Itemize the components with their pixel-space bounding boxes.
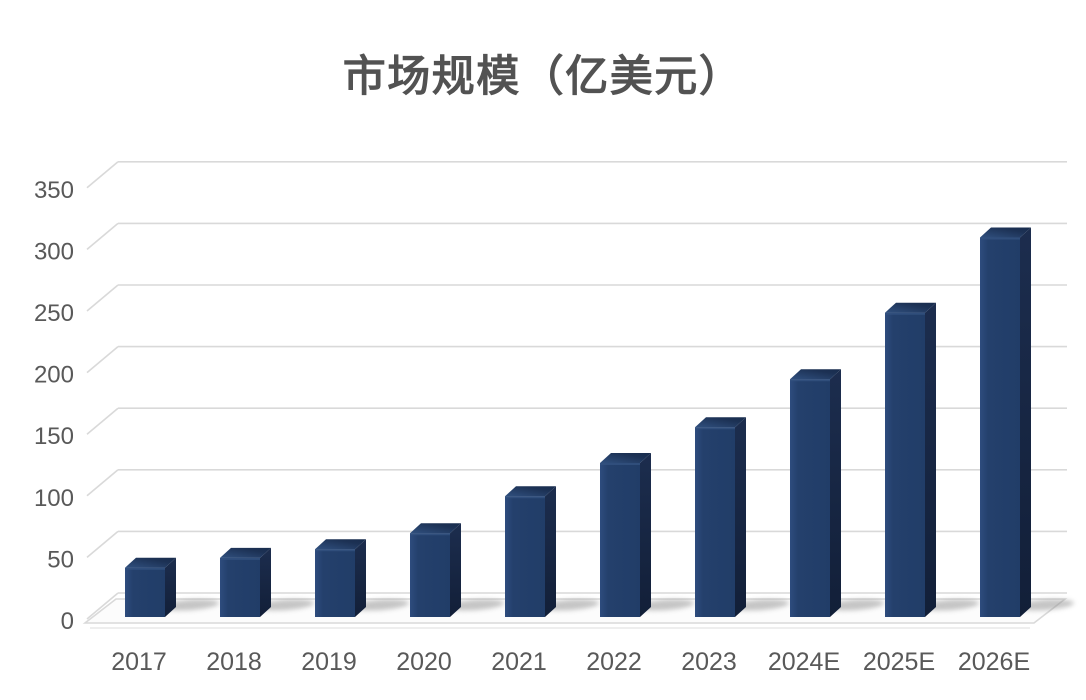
bar-2025E [885,302,936,617]
y-tick-label: 150 [34,423,74,450]
bar-top-face [220,547,271,558]
bar-front-face [315,549,355,617]
x-tick-label: 2019 [301,648,357,676]
bar-top-face [505,486,556,497]
bar-side-face [545,486,556,617]
bar-front-face [125,567,165,617]
bar-front-face [980,237,1020,617]
bar-top-face [980,227,1031,238]
bar-2022 [600,453,651,617]
y-tick-label: 0 [61,608,74,635]
bar-side-face [640,453,651,617]
bar-top-face [885,302,936,313]
y-tick-label: 300 [34,238,74,265]
gridline-diagonal [86,530,119,559]
bar-2021 [505,486,556,617]
bar-front-face [600,463,640,617]
gridline-diagonal [86,161,119,189]
bar-2023 [695,417,746,617]
y-tick-label: 50 [47,546,74,573]
bar-top-face [600,453,651,463]
bar-front-face [790,379,830,617]
x-tick-label: 2021 [491,648,547,676]
chart-title: 市场规模（亿美元） [342,53,744,101]
bar-top-face [790,369,841,380]
bar-2020 [410,523,461,617]
x-tick-label: 2022 [586,648,642,676]
gridline-diagonal [86,345,119,374]
bar-front-face [220,557,260,617]
bar-top-face [410,523,461,534]
bar-top-face [315,539,366,550]
x-tick-label: 2026E [958,648,1030,676]
bar-side-face [450,523,461,617]
bar-2018 [220,547,271,617]
bar-side-face [355,539,366,617]
y-tick-label: 250 [34,300,74,327]
y-tick-label: 350 [34,177,74,204]
bar-top-face [125,557,176,568]
gridline-diagonal [86,284,119,312]
bar-side-face [925,302,936,617]
bar-2026E [980,227,1031,617]
x-tick-label: 2017 [111,648,167,676]
bar-front-face [885,312,925,617]
bar-2017 [125,557,176,617]
x-tick-label: 2023 [681,648,737,676]
bar-front-face [695,427,735,617]
bar-side-face [1020,227,1031,617]
bar-side-face [830,369,841,617]
bar-front-face [410,533,450,617]
bar-side-face [165,557,176,617]
bar-front-face [505,496,545,617]
gridline-diagonal [86,222,119,251]
gridline-diagonal [86,592,119,620]
bar-2024E [790,369,841,617]
y-tick-label: 200 [34,362,74,389]
gridline-diagonal [86,407,119,435]
bar-side-face [260,547,271,617]
x-tick-label: 2018 [206,648,262,676]
y-tick-label: 100 [34,485,74,512]
bar-top-face [695,417,746,428]
gridline-diagonal [86,469,119,497]
bar-2019 [315,539,366,617]
x-tick-label: 2020 [396,648,452,676]
x-tick-label: 2025E [863,648,935,676]
bar-side-face [735,417,746,617]
x-tick-label: 2024E [768,648,840,676]
